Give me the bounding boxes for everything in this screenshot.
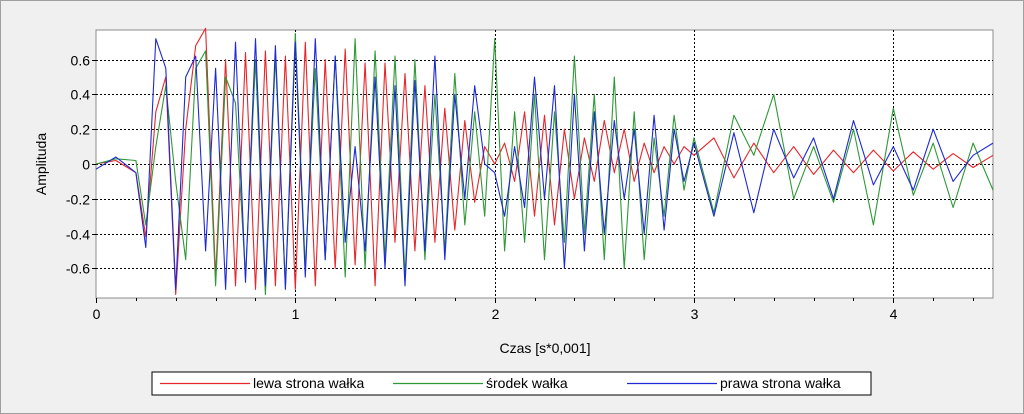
x-tick-label: 4: [890, 306, 898, 322]
y-tick-label: -0.2: [66, 192, 90, 208]
y-tick-label: 0.6: [71, 53, 91, 69]
x-tick-label: 0: [93, 306, 101, 322]
y-tick-label: -0.4: [66, 227, 90, 243]
y-axis-label: Amplituda: [33, 133, 49, 195]
y-tick-label: 0: [82, 157, 90, 173]
y-tick-label: 0.4: [71, 87, 91, 103]
legend-label-prawa: prawa strona wałka: [720, 375, 841, 391]
legend-label-lewa: lewa strona wałka: [253, 375, 364, 391]
y-tick-label: 0.2: [71, 122, 91, 138]
x-tick-label: 1: [292, 306, 300, 322]
legend-box: [151, 371, 872, 396]
y-axis-ticks: 0.6 0.4 0.2 0 -0.2 -0.4 -0.6: [66, 53, 96, 277]
series-lines: [95, 27, 994, 296]
series-line-2: [95, 38, 994, 290]
x-axis-ticks: 0 1 2 3 4: [93, 298, 974, 322]
y-tick-label: -0.6: [66, 261, 90, 277]
x-tick-label: 3: [691, 306, 699, 322]
legend-label-srodek: środek wałka: [486, 375, 568, 391]
legend: lewa strona wałka środek wałka prawa str…: [151, 371, 872, 396]
x-axis-label: Czas [s*0,001]: [499, 340, 590, 356]
series-line-1: [95, 32, 994, 296]
x-tick-label: 2: [492, 306, 500, 322]
